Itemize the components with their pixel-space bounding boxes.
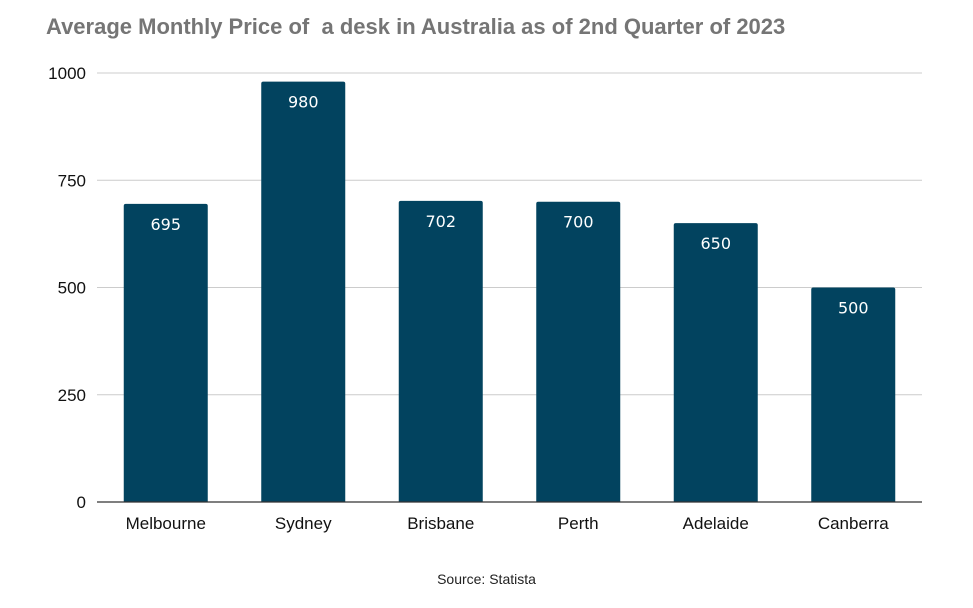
data-label: 650 — [700, 234, 731, 253]
data-label: 700 — [563, 213, 594, 232]
x-tick-label: Brisbane — [407, 514, 474, 533]
y-tick-label: 750 — [58, 171, 86, 190]
data-label: 702 — [425, 212, 456, 231]
y-tick-label: 0 — [77, 493, 86, 512]
x-tick-label: Sydney — [275, 514, 332, 533]
bar — [673, 223, 758, 502]
bar — [811, 287, 896, 502]
chart-title: Average Monthly Price of a desk in Austr… — [46, 14, 786, 39]
data-label: 695 — [150, 215, 181, 234]
data-label: 500 — [838, 299, 869, 318]
x-tick-label: Melbourne — [126, 514, 206, 533]
bar — [536, 201, 621, 502]
y-tick-label: 500 — [58, 279, 86, 298]
source-note: Source: Statista — [437, 571, 536, 587]
data-label: 980 — [288, 93, 319, 112]
bar — [123, 203, 208, 502]
y-tick-label: 1000 — [48, 64, 86, 83]
x-tick-label: Adelaide — [683, 514, 749, 533]
y-tick-label: 250 — [58, 386, 86, 405]
bar — [261, 81, 346, 502]
bar — [398, 200, 483, 503]
x-tick-label: Canberra — [818, 514, 889, 533]
x-tick-label: Perth — [558, 514, 599, 533]
